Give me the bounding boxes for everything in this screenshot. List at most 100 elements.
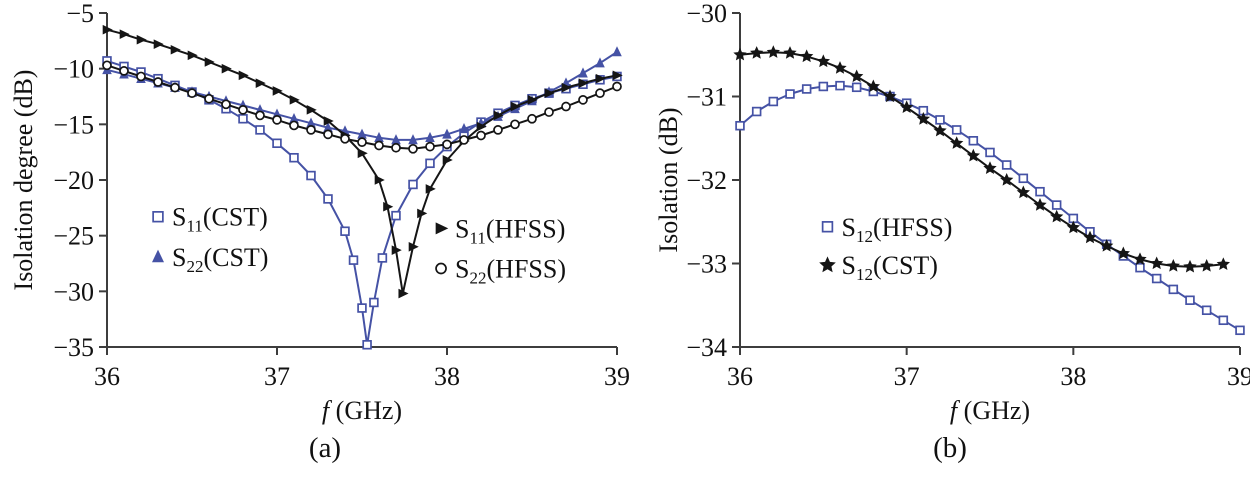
caption-b: (b) — [933, 432, 967, 464]
star-marker — [800, 49, 814, 63]
triangle-right-marker — [578, 78, 589, 88]
open-square-marker — [255, 125, 265, 135]
open-square-marker — [238, 114, 248, 124]
legend: S12(HFSS) S12(CST) — [819, 213, 952, 284]
x-tick-label: 36 — [727, 362, 753, 391]
open-square-marker — [348, 255, 359, 265]
triangle-up-marker — [408, 134, 418, 145]
open-circle-marker — [187, 88, 197, 99]
open-square-marker — [818, 81, 829, 92]
open-circle-marker — [459, 135, 469, 145]
triangle-right-marker — [119, 29, 130, 39]
legend-label: S22(HFSS) — [455, 255, 566, 288]
open-circle-marker — [153, 77, 163, 87]
star-marker — [1200, 259, 1214, 272]
star-marker — [1000, 173, 1014, 186]
triangle-right-marker — [357, 148, 368, 159]
open-circle-marker — [561, 101, 571, 112]
open-square-marker — [391, 210, 401, 221]
star-marker — [1216, 257, 1230, 270]
triangle-right-marker — [425, 184, 436, 194]
triangle-up-marker — [289, 113, 299, 124]
triangle-right-marker — [136, 34, 147, 45]
triangle-up-marker — [612, 46, 622, 57]
y-tick-label: −30 — [686, 0, 727, 28]
triangle-right-marker — [374, 175, 385, 185]
triangle-right-marker — [544, 88, 555, 98]
open-circle-marker — [255, 110, 265, 121]
star-marker — [983, 161, 997, 174]
star-marker — [1150, 256, 1164, 270]
open-square-marker — [369, 297, 379, 308]
x-tick-label: 38 — [1060, 362, 1086, 391]
open-circle-marker — [476, 130, 486, 141]
open-square-marker — [408, 179, 418, 190]
y-tick-label: −34 — [686, 333, 727, 362]
open-circle-marker — [435, 262, 447, 275]
triangle-right-marker — [476, 121, 487, 132]
open-circle-marker — [544, 107, 554, 117]
legend: S11(CST) S22(CST) S11(HFSS) S22(HFSS) — [152, 203, 566, 288]
triangle-right-marker — [187, 50, 198, 61]
x-axis-label: f (GHz) — [322, 396, 402, 425]
open-circle-marker — [306, 125, 316, 135]
open-circle-marker — [170, 82, 180, 93]
legend-label: S22(CST) — [172, 243, 268, 276]
open-circle-marker — [578, 94, 588, 105]
series-S12-HFSS- — [735, 80, 1245, 336]
open-square-marker — [1001, 160, 1012, 170]
open-square-marker — [357, 303, 367, 313]
triangle-right-marker — [289, 95, 300, 105]
legend-label: S11(CST) — [172, 203, 268, 236]
open-circle-marker — [238, 105, 248, 115]
triangle-right-marker — [238, 70, 249, 81]
open-square-marker — [340, 226, 350, 236]
triangle-up-marker — [459, 123, 469, 134]
open-circle-marker — [425, 141, 435, 152]
y-tick-label: −35 — [53, 333, 94, 362]
open-circle-marker — [391, 142, 401, 153]
y-axis-label: Isolation (dB) — [654, 107, 683, 252]
series-S12-CST- — [733, 45, 1230, 273]
open-square-marker — [289, 152, 299, 163]
triangle-right-marker — [493, 110, 504, 121]
x-axis-label: f (GHz) — [950, 396, 1030, 425]
triangle-right-marker — [272, 86, 283, 96]
triangle-right-marker — [442, 155, 453, 165]
open-square-marker — [1018, 173, 1029, 184]
open-circle-marker — [340, 133, 350, 144]
open-circle-marker — [119, 66, 129, 76]
star-marker — [750, 46, 764, 59]
star-marker — [1183, 259, 1197, 273]
chart-b: 36 37 38 39 −30 −31 −32 −33 −34 f (GHz) Isolation … — [654, 0, 1250, 425]
triangle-right-marker — [408, 242, 419, 252]
open-square-marker — [801, 84, 812, 94]
star-marker — [1016, 185, 1030, 199]
y-tick-label: −32 — [686, 166, 727, 195]
star-marker — [950, 136, 964, 149]
triangle-right-marker — [435, 222, 449, 235]
open-circle-marker — [323, 129, 333, 140]
series-S11-HFSS- — [102, 24, 623, 299]
y-tick-label: −5 — [66, 0, 94, 28]
triangle-right-marker — [221, 63, 232, 74]
y-axis-label: Isolation degree (dB) — [9, 70, 38, 291]
star-marker — [1050, 209, 1064, 223]
series-S22-HFSS- — [102, 60, 622, 154]
open-square-marker — [1051, 200, 1062, 210]
triangle-right-marker — [595, 73, 606, 84]
open-square-marker — [362, 340, 372, 350]
triangle-up-marker — [306, 117, 316, 128]
legend-label: S12(HFSS) — [842, 213, 953, 246]
open-square-marker — [1218, 315, 1229, 326]
y-tick-label: −10 — [53, 55, 94, 84]
y-tick-label: −20 — [53, 166, 94, 195]
open-square-marker — [152, 211, 164, 223]
open-square-marker — [751, 106, 762, 117]
open-square-marker — [272, 138, 282, 149]
triangle-up-marker — [425, 131, 435, 143]
open-square-marker — [935, 115, 945, 125]
star-marker — [833, 61, 847, 74]
open-circle-marker — [595, 88, 605, 99]
open-square-marker — [985, 147, 995, 158]
